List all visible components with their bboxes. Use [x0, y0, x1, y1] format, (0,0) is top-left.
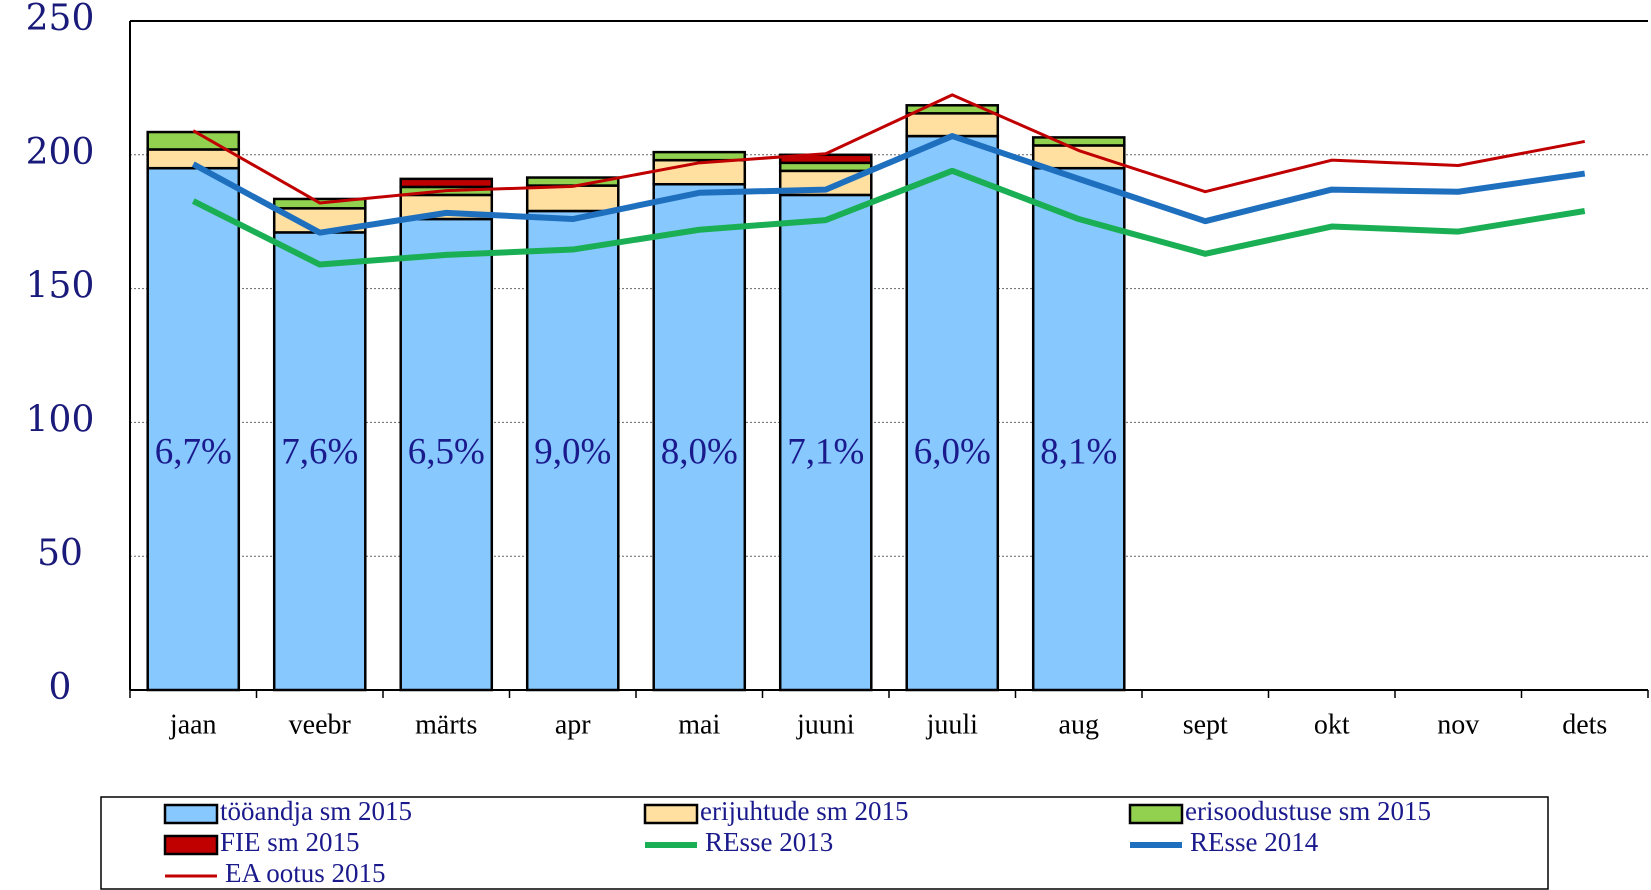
annotation: 9,0% — [534, 431, 611, 472]
legend-label: EA ootus 2015 — [225, 858, 386, 888]
legend-label: erisoodustuse sm 2015 — [1185, 796, 1431, 826]
legend-swatch — [163, 834, 219, 856]
x-tick-label: juuni — [796, 709, 855, 740]
y-tick-label: 50 — [37, 533, 83, 574]
annotation: 8,0% — [661, 431, 738, 472]
bar-segment — [146, 130, 241, 151]
x-tick-label: veebr — [289, 709, 352, 740]
legend-label: FIE sm 2015 — [220, 827, 360, 857]
y-tick-label: 200 — [26, 132, 95, 173]
legend-box — [100, 796, 1549, 890]
line-series — [191, 133, 1586, 236]
annotation: 6,5% — [408, 431, 485, 472]
annotation: 7,1% — [787, 431, 864, 472]
bar-segment — [272, 231, 367, 692]
annotation: 6,0% — [914, 431, 991, 472]
x-tick-label: dets — [1562, 709, 1607, 740]
bar-segment — [652, 150, 747, 162]
x-tick-label: nov — [1437, 709, 1479, 740]
x-tick-label: märts — [415, 709, 477, 740]
legend-label: REsse 2014 — [1190, 827, 1319, 857]
legend-swatch — [163, 803, 219, 825]
annotation: 7,6% — [281, 431, 358, 472]
legend-label: erijuhtude sm 2015 — [700, 796, 908, 826]
bar-segment — [1031, 166, 1126, 692]
bar-segment — [399, 217, 494, 692]
annotation: 6,7% — [155, 431, 232, 472]
bar-segment — [1031, 136, 1126, 147]
y-tick-label: 250 — [26, 0, 95, 39]
x-tick-label: apr — [555, 709, 591, 740]
legend-label: REsse 2013 — [705, 827, 833, 857]
bar-segment — [905, 104, 1000, 115]
bar-segment — [778, 193, 873, 692]
y-tick-label: 150 — [26, 266, 95, 307]
legend-label: tööandja sm 2015 — [220, 796, 412, 826]
x-tick-label: aug — [1059, 709, 1099, 740]
legend-swatch — [643, 803, 699, 825]
bar-segment — [525, 184, 620, 213]
annotation: 8,1% — [1040, 431, 1117, 472]
x-tick-label: sept — [1183, 709, 1228, 740]
line-series — [192, 93, 1586, 205]
bar-segment — [146, 166, 241, 692]
y-tick-label: 100 — [26, 399, 95, 440]
x-tick-label: mai — [678, 709, 720, 740]
legend-swatch — [1128, 803, 1184, 825]
bar-segment — [399, 177, 494, 189]
x-tick-label: jaan — [169, 709, 217, 740]
line-series — [191, 167, 1586, 268]
x-tick-label: okt — [1314, 709, 1350, 740]
bar-segment — [905, 112, 1000, 138]
bar-segment — [652, 182, 747, 692]
y-tick-label: 0 — [49, 667, 72, 708]
bar-segment — [1031, 144, 1126, 170]
x-tick-label: juuli — [926, 709, 979, 740]
bar-segment — [905, 134, 1000, 692]
